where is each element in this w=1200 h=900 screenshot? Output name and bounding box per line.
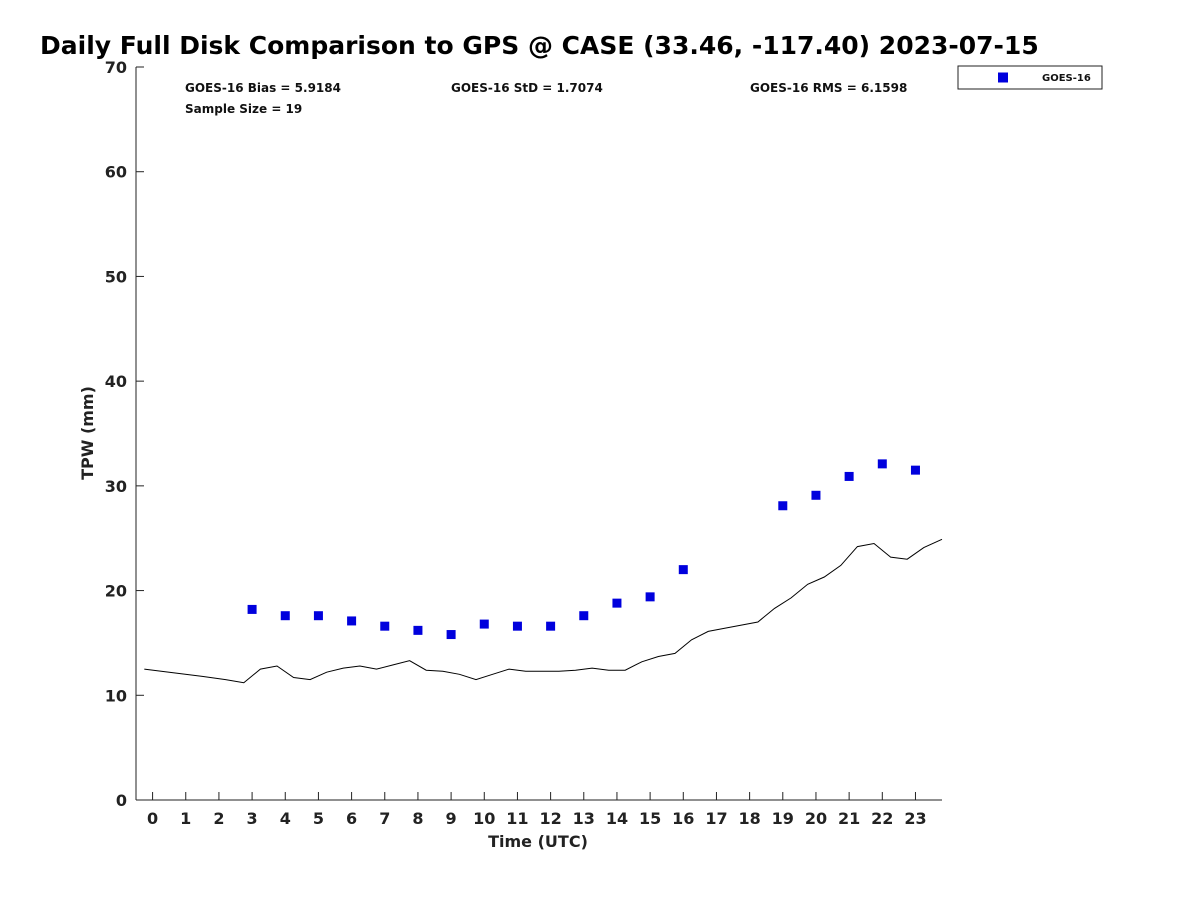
gps-tpw-line xyxy=(144,538,943,684)
stat-std: GOES-16 StD = 1.7074 xyxy=(451,81,603,95)
y-tick-label: 60 xyxy=(105,163,127,182)
y-tick-label: 50 xyxy=(105,267,127,286)
goes16-point xyxy=(380,621,390,631)
y-tick-label: 70 xyxy=(105,58,127,77)
goes16-point xyxy=(347,616,357,626)
x-tick-label: 8 xyxy=(412,809,423,828)
goes16-points-layer xyxy=(247,459,920,640)
goes16-point xyxy=(313,611,323,621)
goes16-point xyxy=(512,621,522,631)
y-tick-label: 0 xyxy=(116,791,127,810)
chart-title: Daily Full Disk Comparison to GPS @ CASE… xyxy=(40,31,1039,60)
goes16-point xyxy=(479,619,489,629)
x-tick-label: 6 xyxy=(346,809,357,828)
x-tick-label: 2 xyxy=(213,809,224,828)
gps-line-layer xyxy=(144,538,943,684)
legend-box xyxy=(957,65,1103,90)
y-tick-label: 10 xyxy=(105,686,127,705)
x-tick-label: 19 xyxy=(772,809,794,828)
goes16-point xyxy=(579,611,589,621)
goes16-point xyxy=(910,465,920,475)
x-tick-label: 14 xyxy=(606,809,628,828)
x-tick-label: 3 xyxy=(247,809,258,828)
goes16-point xyxy=(645,592,655,602)
x-tick-label: 17 xyxy=(705,809,727,828)
x-axis-label: Time (UTC) xyxy=(488,832,588,851)
x-tick-label: 16 xyxy=(672,809,694,828)
x-tick-label: 23 xyxy=(904,809,926,828)
x-tick-label: 12 xyxy=(539,809,561,828)
goes16-point xyxy=(280,611,290,621)
stat-rms: GOES-16 RMS = 6.1598 xyxy=(750,81,907,95)
goes16-point xyxy=(877,459,887,469)
x-ticks: 0 1 2 3 4 5 6 7 8 9 10 11 12 13 14 15 16 17 18 19 20 21 22 23 xyxy=(147,792,927,828)
stat-bias: GOES-16 Bias = 5.9184 xyxy=(185,81,341,95)
x-tick-label: 9 xyxy=(446,809,457,828)
x-tick-label: 15 xyxy=(639,809,661,828)
x-tick-label: 1 xyxy=(180,809,191,828)
y-tick-label: 30 xyxy=(105,477,127,496)
y-axis-label: TPW (mm) xyxy=(78,386,97,480)
goes16-point xyxy=(778,501,788,511)
goes16-point xyxy=(612,598,622,608)
goes16-point xyxy=(247,604,257,614)
legend-label-goes16: GOES-16 xyxy=(1042,73,1091,84)
x-tick-label: 21 xyxy=(838,809,860,828)
x-tick-label: 20 xyxy=(805,809,827,828)
x-tick-label: 0 xyxy=(147,809,158,828)
goes16-point xyxy=(678,565,688,575)
x-tick-label: 13 xyxy=(573,809,595,828)
x-tick-label: 5 xyxy=(313,809,324,828)
goes16-point xyxy=(446,630,456,640)
y-tick-label: 20 xyxy=(105,582,127,601)
goes16-point xyxy=(546,621,556,631)
x-tick-label: 10 xyxy=(473,809,495,828)
x-tick-label: 4 xyxy=(280,809,291,828)
x-tick-label: 18 xyxy=(738,809,760,828)
x-tick-label: 7 xyxy=(379,809,390,828)
y-ticks: 0 10 20 30 40 50 60 70 xyxy=(105,58,144,810)
goes16-point xyxy=(413,625,423,635)
y-tick-label: 40 xyxy=(105,372,127,391)
x-tick-label: 22 xyxy=(871,809,893,828)
axes xyxy=(135,67,942,801)
goes16-point xyxy=(811,490,821,500)
x-tick-label: 11 xyxy=(506,809,528,828)
stat-sample-size: Sample Size = 19 xyxy=(185,102,302,116)
goes16-point xyxy=(844,471,854,481)
legend-marker-goes16 xyxy=(998,72,1008,83)
legend: GOES-16 xyxy=(957,65,1103,90)
